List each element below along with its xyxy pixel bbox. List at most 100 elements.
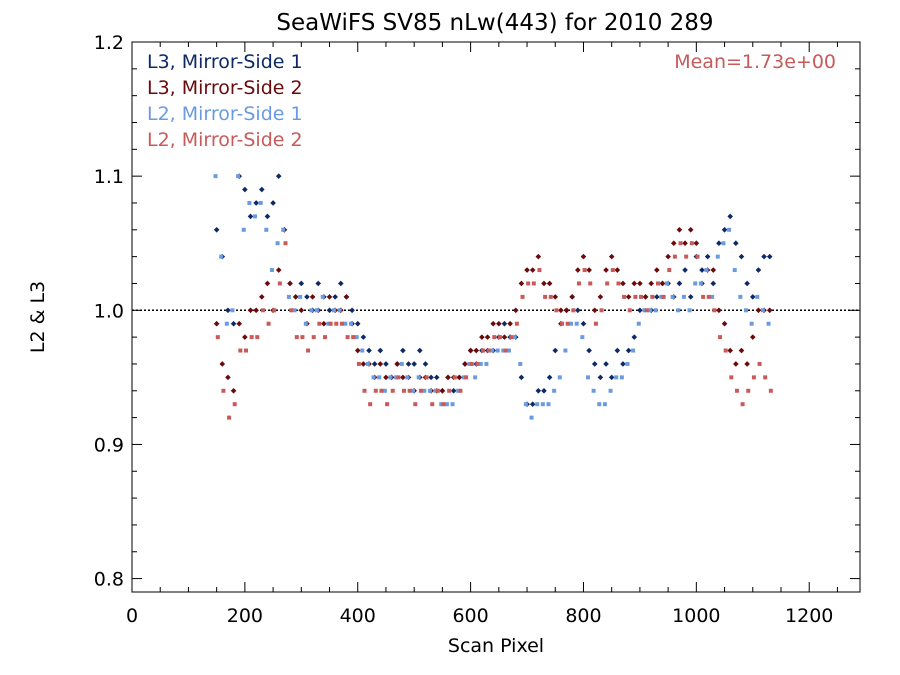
data-point <box>535 253 542 260</box>
data-point <box>339 321 344 326</box>
data-point <box>225 307 231 314</box>
data-point <box>484 334 491 340</box>
data-point <box>744 280 750 287</box>
data-point <box>249 335 254 340</box>
data-point <box>230 308 235 313</box>
data-point <box>571 308 576 313</box>
data-point <box>580 253 587 260</box>
data-point <box>625 361 630 366</box>
data-point <box>603 361 609 367</box>
data-point <box>492 335 497 340</box>
data-point <box>608 374 615 381</box>
data-point <box>580 335 585 340</box>
data-point <box>565 321 570 326</box>
data-point <box>292 308 297 313</box>
data-point <box>693 281 698 286</box>
data-point <box>247 200 252 205</box>
series-3 <box>213 174 771 420</box>
data-point <box>354 347 361 354</box>
data-point <box>704 268 709 273</box>
data-point <box>689 241 694 246</box>
data-point <box>642 294 649 300</box>
data-point <box>332 308 337 313</box>
data-point <box>523 402 528 407</box>
data-point <box>309 308 314 313</box>
data-point <box>241 227 246 232</box>
data-point <box>445 374 451 381</box>
data-point <box>354 335 359 340</box>
data-point <box>614 347 621 354</box>
data-point <box>242 334 248 340</box>
data-point <box>631 348 636 353</box>
data-point <box>672 254 677 259</box>
data-point <box>326 321 331 326</box>
data-point <box>563 307 570 314</box>
data-point <box>337 308 342 313</box>
data-point <box>225 374 231 381</box>
data-point <box>473 375 478 380</box>
data-point <box>450 387 457 394</box>
data-point <box>622 294 627 299</box>
data-point <box>294 335 299 340</box>
data-point <box>610 268 615 273</box>
data-point <box>253 307 259 314</box>
data-point <box>300 335 305 340</box>
data-point <box>486 348 491 353</box>
data-point <box>512 335 517 340</box>
data-point <box>450 402 455 407</box>
data-point <box>269 268 274 273</box>
data-point <box>575 267 581 273</box>
data-point <box>242 186 248 193</box>
x-axis-label: Scan Pixel <box>448 635 544 657</box>
data-point <box>227 415 232 420</box>
data-point <box>718 335 723 340</box>
data-point <box>681 294 686 299</box>
data-point <box>710 280 717 287</box>
data-point <box>575 307 581 314</box>
data-point <box>461 375 466 380</box>
data-point <box>253 200 259 206</box>
data-point <box>407 388 412 393</box>
data-point <box>298 280 305 287</box>
data-point <box>413 402 418 407</box>
data-point <box>738 253 745 260</box>
data-point <box>219 254 224 259</box>
data-point <box>321 320 327 327</box>
x-tick-label: 400 <box>340 605 376 627</box>
data-point <box>760 308 765 313</box>
data-point <box>665 253 671 260</box>
data-point <box>343 321 348 326</box>
data-point <box>348 321 353 326</box>
data-point <box>435 388 440 393</box>
data-point <box>744 361 750 367</box>
data-point <box>541 280 547 287</box>
data-point <box>479 334 485 340</box>
data-point <box>757 361 762 366</box>
data-point <box>766 307 773 314</box>
data-point <box>768 388 773 393</box>
data-point <box>507 320 513 327</box>
data-point <box>661 294 666 299</box>
data-point <box>303 321 308 326</box>
data-point <box>501 334 508 340</box>
data-point <box>371 375 376 380</box>
data-point <box>315 308 320 313</box>
data-point <box>396 375 401 380</box>
data-point <box>723 348 728 353</box>
data-point <box>298 307 305 314</box>
data-point <box>266 321 271 326</box>
data-point <box>428 374 434 381</box>
data-point <box>524 267 530 273</box>
data-point <box>749 321 754 326</box>
data-point <box>576 281 581 286</box>
data-point <box>377 375 382 380</box>
data-point <box>616 281 621 286</box>
data-point <box>390 388 395 393</box>
data-point <box>734 388 739 393</box>
data-point <box>514 321 519 326</box>
data-point <box>591 388 596 393</box>
data-point <box>699 267 705 273</box>
data-point <box>416 375 421 380</box>
data-point <box>535 402 540 407</box>
data-point <box>366 347 372 354</box>
